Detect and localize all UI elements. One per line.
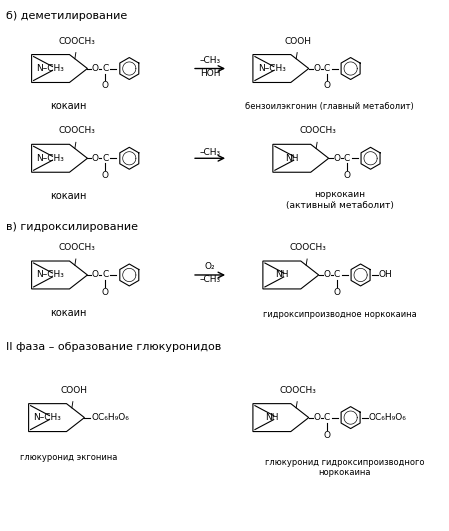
Text: глюкуронид экгонина: глюкуронид экгонина — [20, 453, 117, 462]
Text: –CH₃: –CH₃ — [199, 148, 220, 157]
Text: OC₆H₉O₆: OC₆H₉O₆ — [369, 413, 406, 422]
Text: NH: NH — [285, 154, 299, 163]
Text: O: O — [313, 413, 320, 422]
Text: кокаин: кокаин — [50, 101, 87, 112]
Text: кокаин: кокаин — [50, 308, 87, 318]
Text: C: C — [102, 270, 109, 279]
Text: C: C — [334, 270, 340, 279]
Text: O: O — [313, 64, 320, 73]
Text: O₂: O₂ — [205, 262, 216, 271]
Text: COOH: COOH — [60, 386, 88, 395]
Text: бензоилэкгонин (главный метаболит): бензоилэкгонин (главный метаболит) — [245, 102, 414, 111]
Text: HOH: HOH — [200, 69, 220, 78]
Text: N–CH₃: N–CH₃ — [37, 154, 65, 163]
Text: в) гидроксилирование: в) гидроксилирование — [6, 222, 138, 232]
Text: O: O — [323, 431, 330, 440]
Text: б) деметилирование: б) деметилирование — [6, 11, 127, 21]
Text: OH: OH — [379, 270, 392, 279]
Text: OC₆H₉O₆: OC₆H₉O₆ — [92, 413, 129, 422]
Text: COOCH₃: COOCH₃ — [299, 126, 337, 135]
Text: O: O — [102, 81, 109, 90]
Text: –CH₃: –CH₃ — [199, 276, 220, 285]
Text: C: C — [343, 154, 350, 163]
Text: COOCH₃: COOCH₃ — [290, 243, 326, 252]
Text: C: C — [324, 413, 330, 422]
Text: кокаин: кокаин — [50, 191, 87, 201]
Text: C: C — [102, 64, 109, 73]
Text: N–CH₃: N–CH₃ — [37, 64, 65, 73]
Text: COOCH₃: COOCH₃ — [280, 386, 317, 395]
Text: COOCH₃: COOCH₃ — [58, 126, 95, 135]
Text: –CH₃: –CH₃ — [199, 56, 220, 65]
Text: O: O — [92, 154, 99, 163]
Text: N–CH₃: N–CH₃ — [34, 413, 62, 422]
Text: COOCH₃: COOCH₃ — [58, 243, 95, 252]
Text: гидроксипроизводное норкокаина: гидроксипроизводное норкокаина — [263, 311, 417, 319]
Text: COOH: COOH — [285, 37, 312, 46]
Text: O: O — [323, 81, 330, 90]
Text: O: O — [92, 270, 99, 279]
Text: O: O — [102, 288, 109, 297]
Text: C: C — [102, 154, 109, 163]
Text: O: O — [92, 64, 99, 73]
Text: C: C — [324, 64, 330, 73]
Text: O: O — [333, 154, 340, 163]
Text: O: O — [333, 288, 340, 297]
Text: O: O — [102, 171, 109, 180]
Text: глюкуронид гидроксипроизводного
норкокаина: глюкуронид гидроксипроизводного норкокаи… — [265, 458, 424, 477]
Text: N–CH₃: N–CH₃ — [37, 270, 65, 279]
Text: NH: NH — [275, 270, 289, 279]
Text: NH: NH — [265, 413, 278, 422]
Text: N–CH₃: N–CH₃ — [258, 64, 286, 73]
Text: норкокаин
(активный метаболит): норкокаин (активный метаболит) — [286, 191, 394, 210]
Text: O: O — [323, 270, 330, 279]
Text: O: O — [343, 171, 350, 180]
Text: COOCH₃: COOCH₃ — [58, 37, 95, 46]
Text: II фаза – образование глюкуронидов: II фаза – образование глюкуронидов — [6, 342, 221, 352]
